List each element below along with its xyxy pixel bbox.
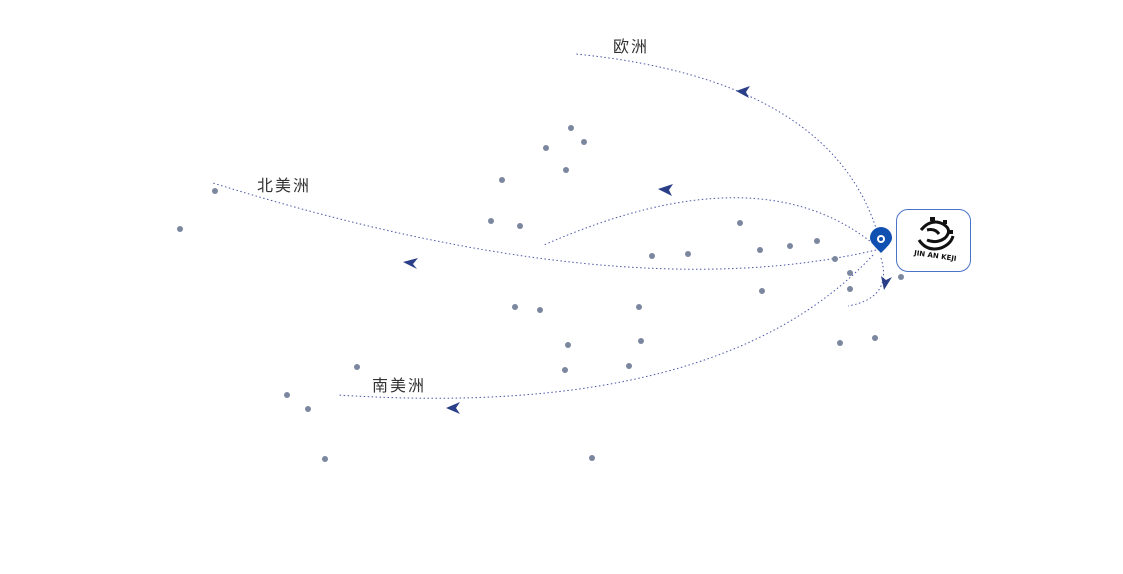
location-dot [832,256,838,262]
location-dot [626,363,632,369]
location-dot [284,392,290,398]
location-dot [565,342,571,348]
location-dot [512,304,518,310]
location-dot [847,270,853,276]
location-dot [354,364,360,370]
location-dot [814,238,820,244]
location-dot [638,338,644,344]
location-dot [563,167,569,173]
arrowhead-icon [446,402,460,414]
location-dot [649,253,655,259]
location-dot [759,288,765,294]
location-dot [837,340,843,346]
location-dot [322,456,328,462]
location-dot [488,218,494,224]
route-inner [543,197,877,247]
location-dot [543,145,549,151]
route-europe [575,53,880,239]
location-dot [757,247,763,253]
location-dot [787,243,793,249]
location-dot [499,177,505,183]
arrowhead-icon [736,86,750,98]
route-short [847,257,885,307]
arrowhead-icon [403,258,418,269]
location-dot [537,307,543,313]
company-logo: JIN AN KEJI [896,209,971,272]
location-dot [305,406,311,412]
location-dot [562,367,568,373]
location-dot [177,226,183,232]
logo-text: JIN AN KEJI [913,249,957,263]
map-pin-icon [870,227,892,253]
label-south-america: 南美洲 [372,376,427,395]
location-dot [589,455,595,461]
location-dot [517,223,523,229]
arrowhead-icon [658,184,673,196]
location-dot [847,286,853,292]
location-dot [581,139,587,145]
location-dot [568,125,574,131]
arrowhead-icon [881,276,892,290]
location-dot [898,274,904,280]
location-dot [872,335,878,341]
location-dot [685,251,691,257]
location-dot [212,188,218,194]
route-south-america [337,254,874,399]
location-dot [737,220,743,226]
label-europe: 欧洲 [613,37,650,56]
label-north-america: 北美洲 [257,176,312,195]
route-north-america [212,182,877,270]
location-dot [636,304,642,310]
